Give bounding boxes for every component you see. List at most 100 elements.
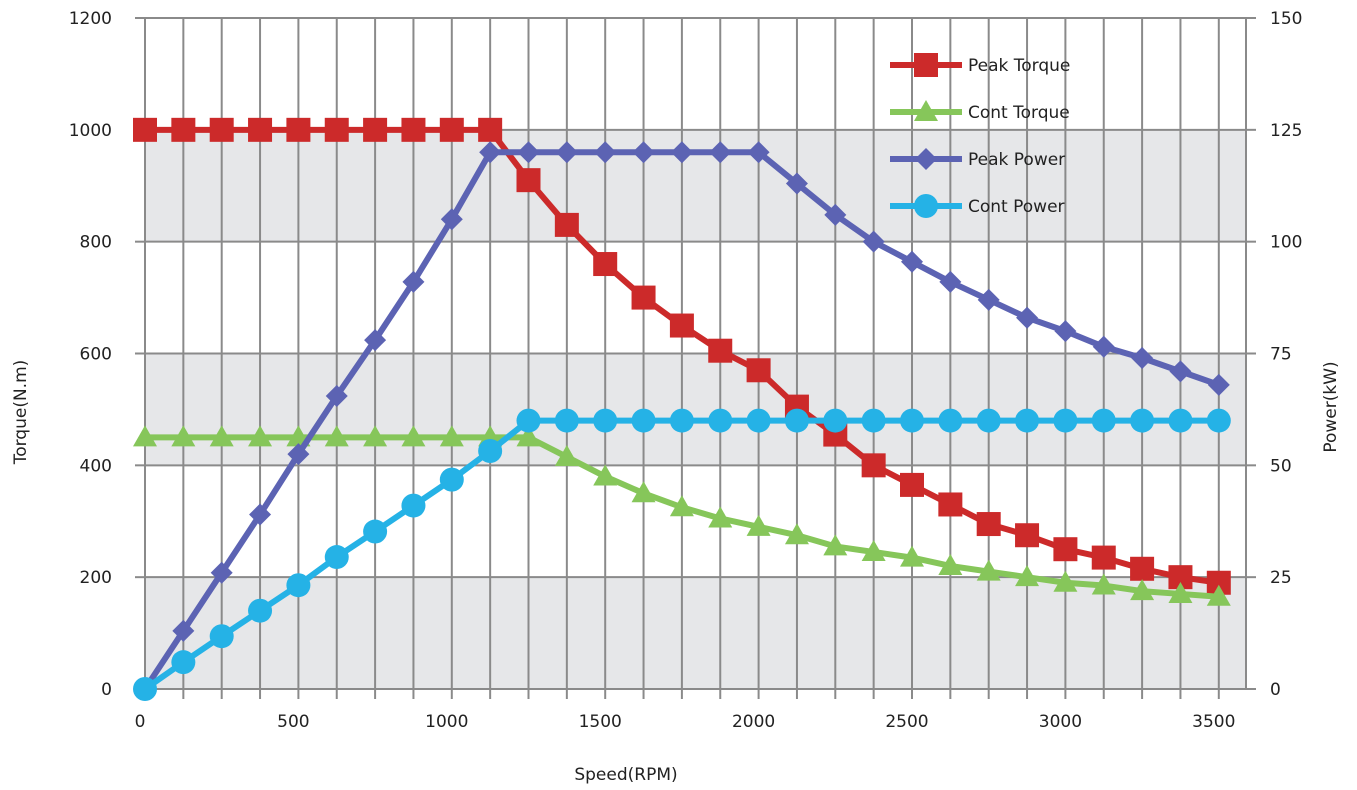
data-point-circle [938,408,963,433]
x-tick-label: 2000 [732,712,775,732]
y-right-tick-label: 25 [1270,568,1292,588]
data-point-diamond [555,141,578,164]
data-point-diamond [670,141,693,164]
data-point-diamond [210,561,233,584]
data-point-circle [669,408,694,433]
legend-label: Peak Torque [968,56,1070,76]
data-point-triangle [746,514,771,536]
data-point-circle [516,408,541,433]
x-tick-label: 500 [277,712,309,732]
data-point-triangle [1091,573,1116,595]
data-point-diamond [249,503,272,526]
data-point-diamond [1207,373,1230,396]
data-point-circle [209,624,234,649]
data-point-circle [861,408,886,433]
legend-item: Peak Power [890,148,1065,170]
data-point-diamond [977,288,1000,311]
data-point-triangle [669,495,694,517]
data-point-diamond [440,208,463,231]
data-point-diamond [402,270,425,293]
data-point-square [478,117,503,142]
data-point-square [209,117,234,142]
y-left-tick-label: 200 [80,568,112,588]
legend-marker-square [914,53,938,77]
data-point-circle [1015,408,1040,433]
x-tick-label: 3500 [1192,712,1235,732]
data-point-circle [1130,408,1155,433]
data-point-square [746,358,771,383]
data-series [133,117,1231,701]
data-point-triangle [631,481,656,503]
plot-band [145,353,1246,466]
data-point-triangle [823,534,848,556]
data-point-diamond [287,443,310,466]
data-point-square [593,252,618,277]
y-right-tick-label: 100 [1270,233,1302,253]
x-axis-title: Speed(RPM) [574,765,677,785]
data-point-triangle [439,425,464,447]
data-point-diamond [1131,346,1154,369]
data-point-square [171,117,196,142]
legend-item: Cont Torque [890,100,1070,123]
data-point-triangle [554,444,579,466]
data-point-triangle [1206,584,1231,606]
data-point-square [976,512,1001,537]
x-tick-label: 1500 [579,712,622,732]
y-right-tick-label: 125 [1270,121,1302,141]
data-point-circle [286,573,311,598]
data-point-circle [324,545,349,570]
data-point-diamond [1169,360,1192,383]
data-point-square [1015,523,1040,548]
data-point-diamond [824,203,847,226]
y-left-tick-label: 1200 [69,9,112,29]
data-point-circle [900,408,924,433]
y-axis-right-title: Power(kW) [1321,361,1341,452]
data-point-square [324,117,349,142]
data-point-square [708,338,733,363]
plot-band [145,18,1246,130]
data-point-diamond [517,141,540,164]
legend-label: Cont Torque [968,103,1070,123]
x-tick-label: 3000 [1039,712,1082,732]
data-point-square [631,285,656,310]
data-point-square [286,117,311,142]
data-point-square [401,117,426,142]
data-point-circle [593,408,618,433]
data-point-circle [401,493,426,518]
data-point-triangle [248,425,273,447]
data-point-triangle [1130,579,1155,601]
data-point-circle [554,408,579,433]
y-right-tick-label: 150 [1270,9,1302,29]
data-point-circle [784,408,809,433]
data-point-square [900,472,924,497]
data-point-triangle [784,523,809,545]
y-left-tick-label: 600 [80,345,112,365]
data-point-square [439,117,464,142]
x-tick-label: 0 [135,712,146,732]
x-tick-label: 1000 [425,712,468,732]
y-right-tick-label: 50 [1270,456,1292,476]
data-point-circle [823,408,848,433]
y-left-tick-label: 400 [80,456,112,476]
data-point-diamond [1092,335,1115,358]
legend-item: Cont Power [890,194,1065,218]
data-point-triangle [1015,565,1040,587]
data-point-triangle [363,425,388,447]
data-point-triangle [976,559,1001,581]
data-point-square [1091,545,1116,570]
data-point-square [554,212,579,237]
data-point-diamond [1016,306,1039,329]
data-point-circle [976,408,1001,433]
data-point-circle [1091,408,1116,433]
data-point-square [1053,537,1078,562]
x-tick-label: 2500 [885,712,928,732]
data-point-circle [171,650,196,675]
data-point-diamond [709,141,732,164]
data-point-circle [363,519,388,544]
data-point-circle [1053,408,1078,433]
legend-item: Peak Torque [890,53,1070,77]
data-point-diamond [364,329,387,352]
